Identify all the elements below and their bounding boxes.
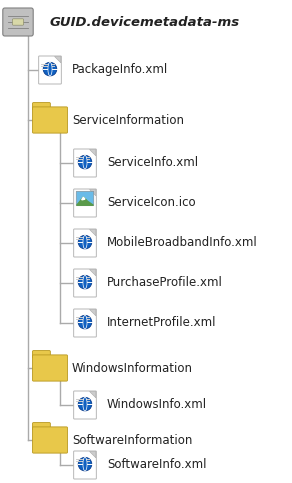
Polygon shape <box>90 189 96 196</box>
FancyBboxPatch shape <box>32 355 67 381</box>
Text: MobileBroadbandInfo.xml: MobileBroadbandInfo.xml <box>107 237 258 250</box>
Polygon shape <box>55 57 61 63</box>
Polygon shape <box>90 310 96 316</box>
Text: SoftwareInformation: SoftwareInformation <box>72 434 192 446</box>
FancyBboxPatch shape <box>32 107 67 133</box>
FancyBboxPatch shape <box>74 189 96 217</box>
FancyBboxPatch shape <box>12 19 24 25</box>
Ellipse shape <box>83 397 87 411</box>
Text: ServiceIcon.ico: ServiceIcon.ico <box>107 197 196 210</box>
FancyBboxPatch shape <box>74 149 96 177</box>
Ellipse shape <box>83 275 87 289</box>
Polygon shape <box>90 150 96 156</box>
Circle shape <box>78 397 92 411</box>
Text: InternetProfile.xml: InternetProfile.xml <box>107 316 216 329</box>
Polygon shape <box>82 197 85 200</box>
FancyBboxPatch shape <box>74 391 96 419</box>
FancyBboxPatch shape <box>74 309 96 337</box>
Ellipse shape <box>83 457 87 471</box>
Circle shape <box>78 155 92 169</box>
Ellipse shape <box>83 315 87 329</box>
FancyBboxPatch shape <box>32 423 50 430</box>
FancyBboxPatch shape <box>39 56 61 84</box>
Ellipse shape <box>83 155 87 169</box>
Text: GUID.devicemetadata-ms: GUID.devicemetadata-ms <box>50 15 240 28</box>
Polygon shape <box>77 197 93 205</box>
Text: PurchaseProfile.xml: PurchaseProfile.xml <box>107 276 223 289</box>
FancyBboxPatch shape <box>3 8 33 36</box>
FancyBboxPatch shape <box>76 191 94 206</box>
Text: SoftwareInfo.xml: SoftwareInfo.xml <box>107 458 206 471</box>
FancyBboxPatch shape <box>32 351 50 358</box>
FancyBboxPatch shape <box>74 229 96 257</box>
Ellipse shape <box>48 62 52 76</box>
FancyBboxPatch shape <box>74 269 96 297</box>
Text: WindowsInformation: WindowsInformation <box>72 361 193 374</box>
Ellipse shape <box>83 235 87 249</box>
Text: ServiceInfo.xml: ServiceInfo.xml <box>107 156 198 170</box>
FancyBboxPatch shape <box>32 427 67 453</box>
Polygon shape <box>90 452 96 458</box>
FancyBboxPatch shape <box>74 451 96 479</box>
Circle shape <box>78 457 92 471</box>
Text: ServiceInformation: ServiceInformation <box>72 114 184 127</box>
Polygon shape <box>90 392 96 398</box>
Circle shape <box>43 62 57 76</box>
Text: WindowsInfo.xml: WindowsInfo.xml <box>107 398 207 412</box>
Polygon shape <box>90 229 96 236</box>
Circle shape <box>78 315 92 329</box>
Circle shape <box>78 235 92 249</box>
FancyBboxPatch shape <box>32 102 50 110</box>
Polygon shape <box>90 270 96 276</box>
Text: PackageInfo.xml: PackageInfo.xml <box>72 63 168 76</box>
Circle shape <box>78 275 92 289</box>
